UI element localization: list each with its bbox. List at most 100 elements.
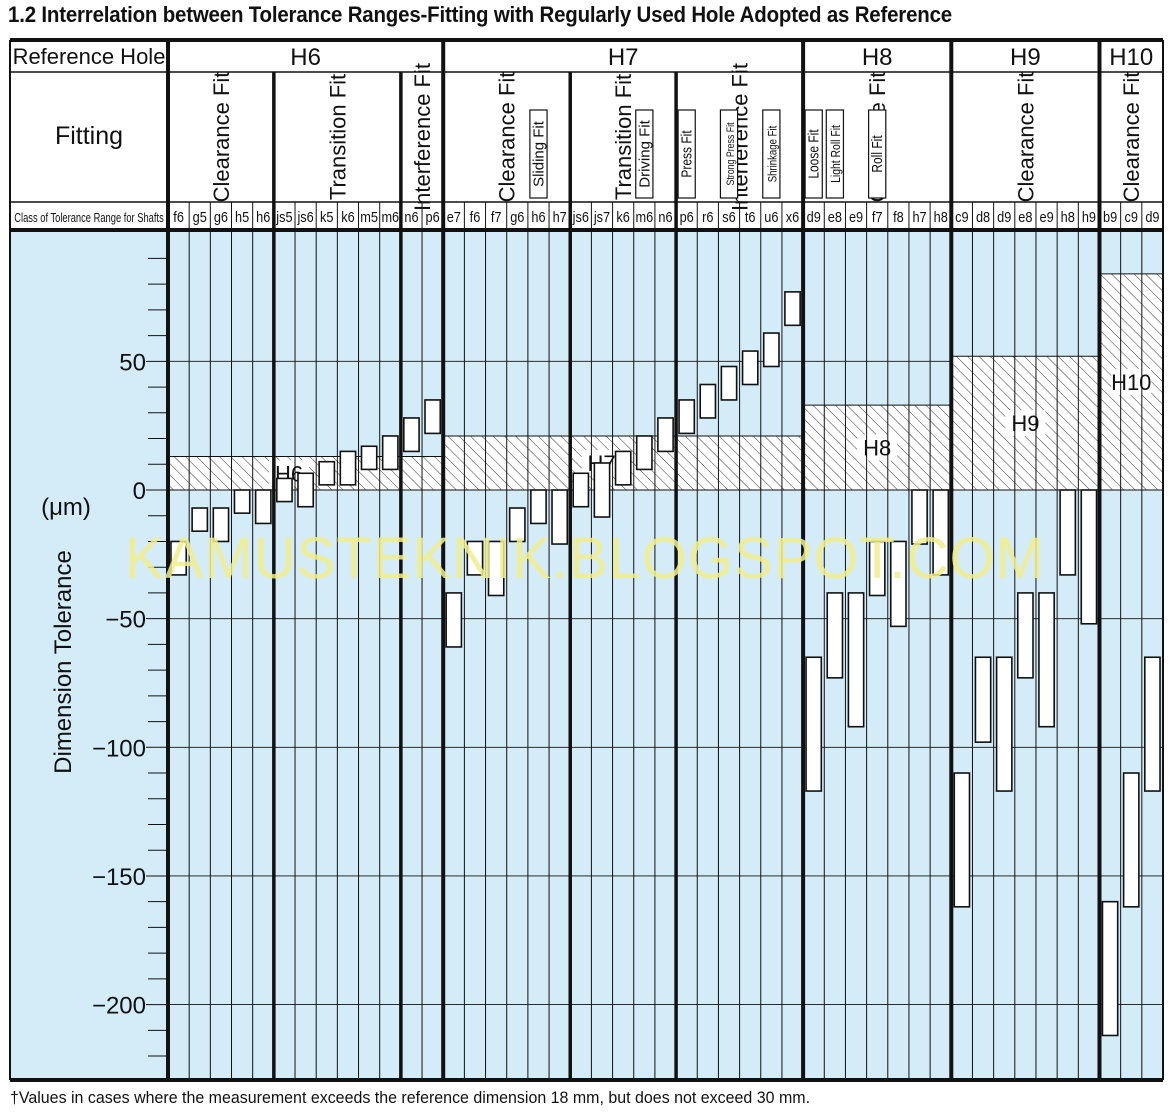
sub-fit-label: Light Roll Fit [829, 124, 843, 182]
sub-fit-box [762, 109, 781, 199]
shaft-label-js6: js6 [297, 208, 314, 225]
hole-header-H9: H9 [1010, 44, 1041, 71]
y-unit-label: (μm) [41, 494, 91, 521]
sub-fit-label: Shrinkage Fit [766, 126, 779, 183]
shaft-bar-H8-d9 [805, 656, 823, 792]
shaft-bar-H7-s6 [720, 365, 738, 401]
shaft-bar-H7-g6 [508, 507, 526, 543]
shaft-bar-H6-k6 [339, 450, 357, 486]
hole-header-H10: H10 [1109, 44, 1153, 71]
shaft-label-g6: g6 [214, 208, 228, 225]
sub-fit-box [529, 109, 548, 199]
sub-fit-label: Press Fit [678, 130, 695, 178]
shaft-label-f7: f7 [872, 208, 883, 225]
shaft-label-js5: js5 [275, 208, 292, 225]
y-tick-label: −100 [92, 735, 146, 762]
shaft-bar-H9-e8 [1016, 592, 1034, 679]
sub-fit-box [677, 109, 696, 199]
shaft-label-c9: c9 [1125, 208, 1139, 225]
hole-zone-label: H8 [863, 436, 891, 461]
shaft-label-f7: f7 [491, 208, 502, 225]
shaft-label-k6: k6 [341, 208, 355, 225]
sub-fit-box [804, 109, 823, 199]
shaft-label-x6: x6 [786, 208, 800, 225]
shaft-label-b9: b9 [1103, 208, 1117, 225]
shaft-class-label: Class of Tolerance Range for Shafts [14, 212, 164, 226]
shaft-bar-H10-d9 [1143, 656, 1161, 792]
shaft-bar-H9-h8 [1059, 489, 1077, 576]
shaft-bar-H8-f7 [868, 540, 886, 597]
shaft-bar-H9-c9 [953, 772, 971, 908]
shaft-bar-H7-m6 [635, 435, 653, 471]
shaft-label-d9: d9 [807, 208, 821, 225]
shaft-label-e9: e9 [1039, 208, 1053, 225]
shaft-label-f6: f6 [173, 208, 184, 225]
hole-header-H8: H8 [862, 44, 893, 71]
shaft-label-f6: f6 [470, 208, 481, 225]
hole-header-H7: H7 [608, 44, 639, 71]
shaft-bar-H7-n6 [657, 417, 674, 453]
fit-label: Clearance Fit [209, 72, 234, 203]
shaft-label-d9: d9 [997, 208, 1011, 225]
shaft-bar-H7-r6 [699, 383, 717, 419]
sub-fit-label: Strong Press Fit [725, 122, 737, 185]
reference-hole-label: Reference Hole [13, 44, 166, 69]
shaft-label-m6: m6 [381, 208, 399, 225]
shaft-label-p6: p6 [426, 208, 440, 225]
shaft-label-u6: u6 [764, 208, 778, 225]
shaft-bar-H7-p6 [678, 399, 696, 435]
hole-zone-label: H9 [1011, 411, 1039, 436]
shaft-label-g5: g5 [193, 208, 207, 225]
shaft-bar-H6-n6 [403, 417, 420, 453]
shaft-label-m6: m6 [635, 208, 653, 225]
sub-fit-label: Driving Fit [636, 119, 653, 187]
hole-zone-label: H10 [1111, 370, 1151, 395]
sub-fit-box [719, 109, 739, 199]
shaft-label-n6: n6 [658, 208, 672, 225]
shaft-label-h8: h8 [934, 208, 948, 225]
shaft-bar-H7-k6 [614, 450, 632, 486]
shaft-label-p6: p6 [680, 208, 694, 225]
shaft-label-s6: s6 [722, 208, 736, 225]
shaft-bar-H6-h6 [254, 489, 272, 525]
fit-label: Clearance Fit [1013, 72, 1038, 203]
shaft-label-e8: e8 [1018, 208, 1032, 225]
y-axis-label: Dimension Tolerance [50, 550, 77, 774]
shaft-label-e9: e9 [849, 208, 863, 225]
shaft-bar-H8-f8 [889, 540, 907, 628]
shaft-bar-H6-m5 [360, 445, 378, 471]
footnote: †Values in cases where the measurement e… [10, 1088, 811, 1107]
fit-label: Transition Fit [611, 74, 636, 200]
shaft-bar-H6-js6 [297, 472, 315, 508]
shaft-label-c9: c9 [955, 208, 969, 225]
shaft-bar-H6-p6 [424, 399, 442, 435]
shaft-bar-H6-js5 [276, 477, 293, 503]
fitting-label: Fitting [55, 122, 123, 150]
shaft-bar-H7-x6 [784, 291, 801, 327]
shaft-bar-H8-h7 [911, 489, 928, 545]
shaft-bar-H9-d8 [974, 656, 992, 743]
shaft-bar-H6-k5 [318, 460, 336, 486]
sub-fit-label: Loose Fit [805, 129, 822, 179]
chart-title: 1.2 Interrelation between Tolerance Rang… [8, 2, 952, 27]
sub-fit-box [825, 109, 845, 199]
watermark: KAMUSTEKNIK.BLOGSPOT.COM [125, 526, 1045, 591]
hole-zone-label-bg [857, 434, 898, 461]
shaft-bar-H8-h8 [932, 489, 950, 576]
fit-label: Interference Fit [410, 63, 435, 211]
shaft-label-k5: k5 [320, 208, 334, 225]
shaft-bar-H7-h7 [551, 489, 569, 545]
shaft-label-n6: n6 [404, 208, 418, 225]
shaft-bar-H10-c9 [1122, 772, 1140, 908]
shaft-bar-H7-t6 [741, 350, 759, 386]
shaft-bar-H7-js6 [572, 472, 590, 508]
shaft-label-e8: e8 [828, 208, 842, 225]
shaft-bar-H8-e8 [826, 592, 844, 679]
shaft-label-d9: d9 [1145, 208, 1159, 225]
shaft-label-h7: h7 [912, 208, 926, 225]
fit-label: Clearance Fit [495, 72, 520, 203]
shaft-bar-H7-js7 [593, 462, 611, 518]
shaft-label-h6: h6 [531, 208, 545, 225]
shaft-label-r6: r6 [702, 208, 714, 225]
